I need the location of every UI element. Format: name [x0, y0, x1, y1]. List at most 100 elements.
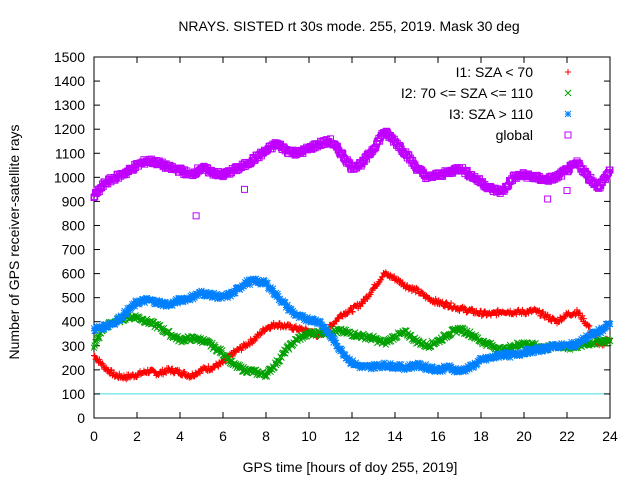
data-point: [292, 322, 299, 329]
data-point: [410, 361, 417, 369]
data-point: [162, 299, 169, 306]
y-tick-label: 1400: [54, 73, 85, 89]
data-point: [585, 323, 592, 330]
y-tick-label: 700: [62, 242, 86, 258]
data-point: [332, 339, 340, 347]
data-point: [370, 145, 378, 153]
data-point: [427, 367, 435, 375]
data-point: [367, 365, 375, 373]
y-tick-label: 1200: [54, 121, 85, 137]
data-point: [338, 347, 346, 354]
legend-marker-2: [564, 89, 572, 97]
data-point: [203, 293, 211, 300]
data-point: [274, 292, 282, 300]
data-point: [169, 365, 176, 372]
data-point: [335, 315, 342, 322]
data-point: [135, 300, 143, 308]
data-point: [110, 369, 117, 376]
data-point: [606, 337, 614, 345]
data-point: [544, 312, 551, 319]
data-point: [176, 367, 183, 374]
data-point: [516, 351, 524, 359]
legend-label-4: global: [496, 127, 533, 143]
data-point: [409, 159, 417, 167]
data-point: [344, 354, 351, 361]
data-point: [115, 313, 122, 321]
x-tick-label: 20: [516, 428, 532, 444]
x-tick-label: 12: [344, 428, 360, 444]
series-1: [91, 269, 613, 383]
data-point: [196, 370, 203, 377]
data-point: [444, 365, 452, 372]
data-point: [283, 303, 291, 311]
x-tick-label: 22: [559, 428, 575, 444]
data-point: [124, 304, 132, 312]
y-tick-label: 800: [62, 217, 86, 233]
data-point: [299, 312, 307, 319]
data-point: [391, 361, 399, 369]
data-point: [395, 362, 403, 370]
outlier-point: [192, 212, 200, 220]
data-point: [481, 308, 488, 315]
legend-label-1: I1: SZA < 70: [456, 64, 534, 80]
legend: I1: SZA < 70 I2: 70 <= SZA <= 110 I3: SZA …: [401, 64, 572, 143]
data-point: [149, 296, 157, 304]
data-point: [439, 368, 446, 375]
data-point: [246, 281, 254, 289]
data-point: [507, 307, 514, 314]
data-point: [436, 336, 444, 344]
data-point: [593, 328, 601, 335]
data-point: [443, 299, 450, 306]
data-point: [249, 275, 257, 283]
plot-area: [90, 127, 614, 383]
data-point: [193, 292, 201, 300]
data-point: [274, 290, 281, 298]
data-point: [378, 274, 385, 281]
data-point: [295, 314, 303, 322]
data-point: [346, 355, 354, 363]
data-point: [264, 279, 271, 287]
x-tick-label: 2: [133, 428, 141, 444]
data-point: [100, 325, 108, 333]
data-point: [558, 339, 565, 347]
x-tick-label: 6: [219, 428, 227, 444]
data-point: [286, 321, 293, 328]
data-point: [439, 298, 446, 305]
y-tick-label: 1100: [55, 145, 85, 161]
data-point: [258, 330, 265, 337]
data-point: [387, 360, 394, 367]
data-point: [532, 347, 540, 354]
data-point: [448, 300, 455, 307]
data-point: [285, 304, 293, 312]
x-tick-label: 0: [90, 428, 98, 444]
legend-label-2: I2: 70 <= SZA <= 110: [401, 85, 533, 101]
data-point: [511, 351, 519, 359]
data-point: [603, 323, 611, 331]
data-point: [529, 349, 536, 357]
data-point: [90, 193, 98, 201]
y-tick-label: 900: [62, 193, 86, 209]
data-point: [159, 302, 167, 310]
data-point: [468, 305, 475, 312]
legend-marker-4: [564, 131, 572, 139]
data-point: [349, 357, 357, 364]
y-tick-label: 0: [77, 410, 85, 426]
data-point: [573, 306, 580, 313]
data-point: [177, 294, 185, 302]
data-point: [591, 331, 598, 339]
data-point: [284, 344, 292, 352]
outlier-point: [544, 195, 552, 203]
data-point: [330, 335, 338, 343]
data-point: [275, 357, 283, 365]
data-point: [431, 368, 439, 376]
data-point: [555, 344, 563, 352]
data-point: [306, 316, 314, 324]
data-point: [186, 296, 194, 304]
data-point: [98, 324, 106, 332]
axes: 0100200300400500600700800900100011001200…: [54, 49, 618, 444]
data-point: [268, 288, 276, 295]
data-point: [489, 352, 496, 360]
data-point: [199, 289, 207, 297]
series-3: [90, 275, 614, 376]
